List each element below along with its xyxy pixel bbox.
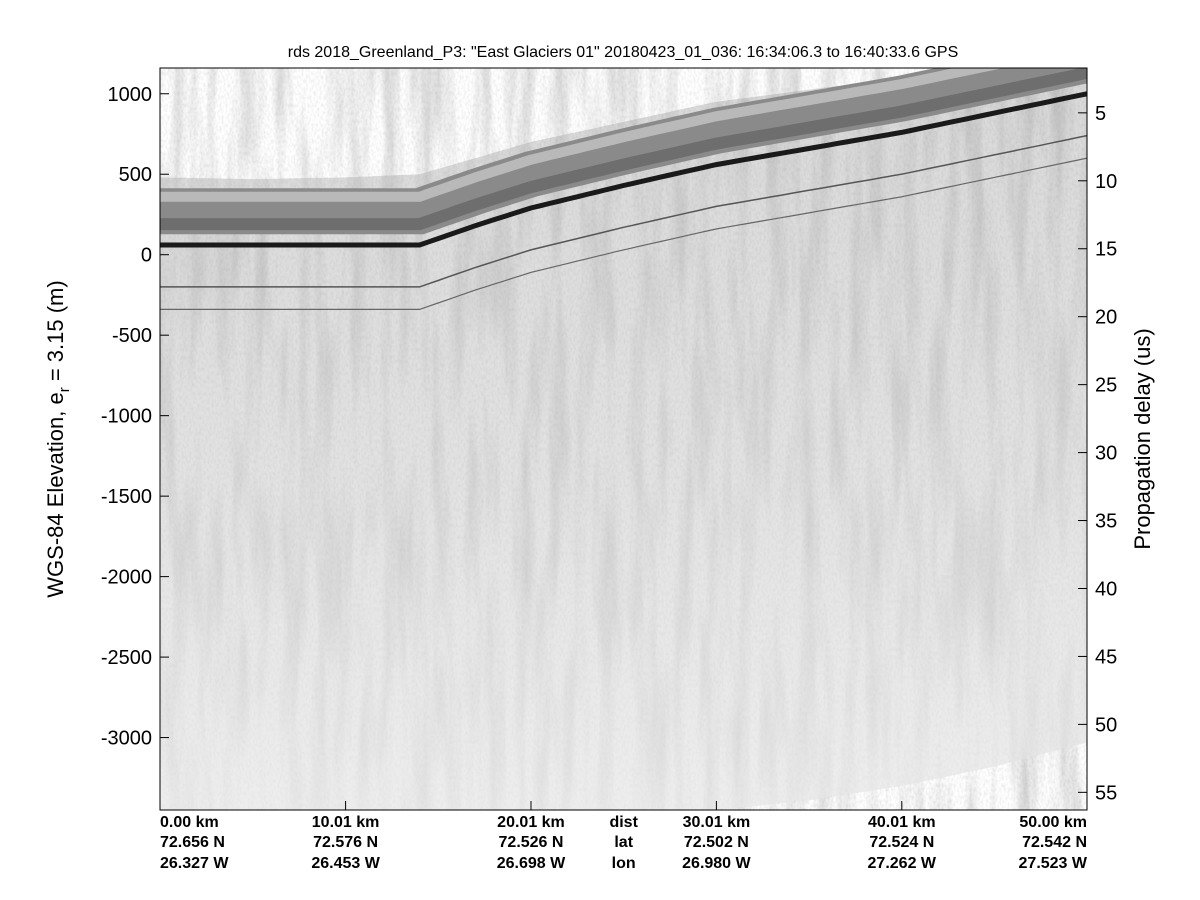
plot-frame: [159, 67, 1088, 811]
left-axis-label-subscript: r: [56, 387, 73, 392]
surface-multiple-band-outer: [160, 68, 1087, 235]
left-axis-label: WGS-84 Elevation, er = 3.15 (m): [43, 280, 73, 597]
x-tick-lat-label: 72.526 N: [499, 834, 564, 851]
plot-area: [160, 68, 1087, 810]
left-tick-label: -500: [112, 325, 152, 347]
left-axis-label-tail: = 3.15 (m): [43, 280, 68, 387]
x-tick-lon-label: 27.523 W: [1019, 855, 1088, 872]
x-tick-lat-label: 72.542 N: [1022, 834, 1087, 851]
x-tick-lat-label: 72.524 N: [869, 834, 934, 851]
x-tick-lon-label: 26.980 W: [682, 855, 751, 872]
x-row-label-lat: lat: [614, 834, 633, 851]
x-tick-dist-label: 10.01 km: [312, 814, 380, 831]
x-tick-lon-label: 27.262 W: [868, 855, 937, 872]
right-y-axis: 5 10 15 20 25 30 35 40 45 50 55: [1078, 103, 1117, 804]
right-tick-label: 30: [1095, 443, 1117, 465]
right-tick-label: 50: [1095, 714, 1117, 736]
x-tick-dist-label: 30.01 km: [683, 814, 751, 831]
right-tick-label: 40: [1095, 578, 1117, 600]
surface-multiple-band-light: [160, 68, 1004, 202]
right-tick-label: 35: [1095, 511, 1117, 533]
x-tick-dist-label: 40.01 km: [868, 814, 936, 831]
x-tick-lon-label: 26.698 W: [497, 855, 566, 872]
right-tick-label: 25: [1095, 375, 1117, 397]
depth-attenuation: [160, 68, 1087, 810]
left-y-axis: 1000 500 0 -500 -1000 -1500 -2000 -2500 -3000: [101, 84, 169, 750]
internal-layer-2: [160, 157, 1087, 310]
x-axis: 0.00 km 72.656 N 26.327 W 10.01 km 72.576 N 2…: [159, 801, 1088, 872]
left-tick-label: 500: [119, 164, 152, 186]
right-tick-label: 10: [1095, 171, 1117, 193]
x-tick-lat-label: 72.576 N: [313, 834, 378, 851]
x-tick-dist-label: 20.01 km: [497, 814, 565, 831]
x-row-label-lon: lon: [612, 855, 636, 872]
x-row-label-dist: dist: [609, 814, 638, 831]
internal-layer-1: [160, 134, 1087, 288]
left-tick-label: 1000: [108, 84, 153, 106]
left-axis-label-main: WGS-84 Elevation, e: [43, 392, 68, 597]
ice-surface-echo: [160, 91, 1087, 248]
x-tick-dist-label: 0.00 km: [160, 814, 219, 831]
right-tick-label: 55: [1095, 782, 1117, 804]
left-tick-label: -3000: [101, 728, 152, 750]
surface-multiple-band-dark: [160, 68, 1087, 231]
x-tick-lon-label: 26.327 W: [160, 855, 229, 872]
x-tick-lat-label: 72.656 N: [160, 834, 225, 851]
right-tick-label: 15: [1095, 239, 1117, 261]
left-tick-label: -1000: [101, 406, 152, 428]
x-tick-lon-label: 26.453 W: [311, 855, 380, 872]
right-tick-label: 45: [1095, 646, 1117, 668]
right-tick-label: 5: [1095, 103, 1106, 125]
left-tick-label: 0: [141, 245, 152, 267]
x-tick-dist-label: 50.00 km: [1019, 814, 1087, 831]
left-tick-label: -1500: [101, 486, 152, 508]
chart-title: rds 2018_Greenland_P3: "East Glaciers 01…: [288, 44, 959, 61]
left-tick-label: -2000: [101, 567, 152, 589]
right-tick-label: 20: [1095, 307, 1117, 329]
left-tick-label: -2500: [101, 647, 152, 669]
right-axis-label: Propagation delay (us): [1130, 328, 1155, 549]
x-tick-lat-label: 72.502 N: [684, 834, 749, 851]
